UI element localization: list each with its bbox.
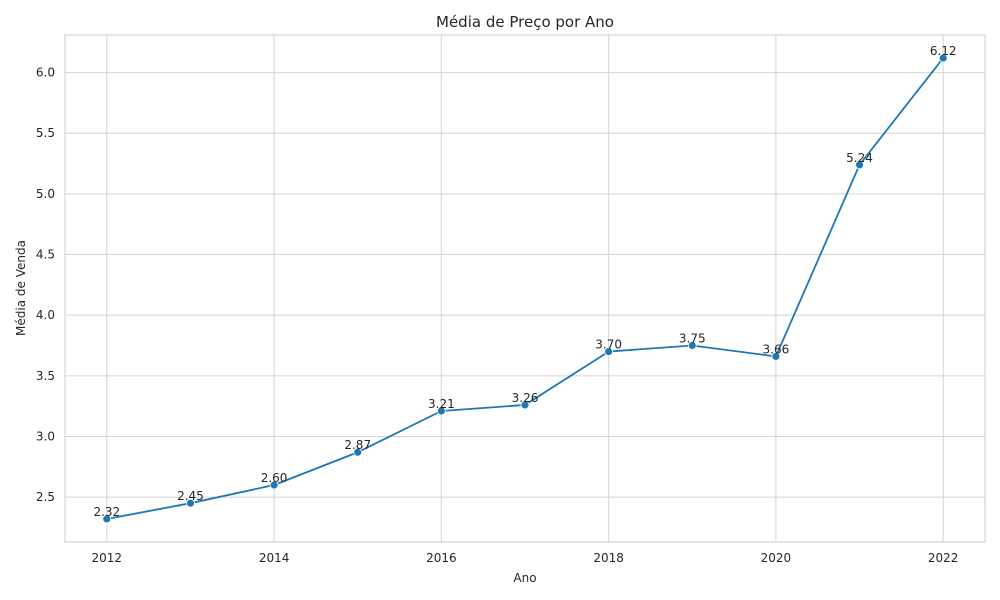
- x-tick-label: 2014: [259, 551, 290, 565]
- data-label: 2.60: [261, 471, 288, 485]
- data-label: 3.75: [679, 332, 706, 346]
- series-layer: [102, 53, 948, 524]
- data-label: 3.66: [763, 342, 790, 356]
- data-point: [938, 53, 948, 63]
- data-point: [687, 341, 697, 350]
- y-tick-label: 3.0: [36, 429, 55, 443]
- data-label: 6.12: [930, 44, 957, 58]
- x-tick-label: 2012: [92, 551, 123, 565]
- data-point: [604, 347, 614, 356]
- x-tick-label: 2020: [761, 551, 792, 565]
- y-tick-label: 6.0: [36, 66, 55, 80]
- data-label: 2.32: [93, 505, 120, 519]
- y-tick-label: 5.5: [36, 126, 55, 140]
- series-line: [106, 57, 944, 520]
- x-tick-label: 2022: [928, 551, 959, 565]
- data-label: 2.45: [177, 489, 204, 503]
- y-tick-label: 4.5: [36, 248, 55, 262]
- x-tick-label: 2016: [426, 551, 457, 565]
- data-label: 3.26: [512, 391, 539, 405]
- y-tick-label: 3.5: [36, 369, 55, 383]
- y-ticks: 2.5 3.0 3.5 4.0 4.5 5.0 5.5 6.0: [36, 66, 55, 505]
- data-point: [186, 498, 195, 508]
- y-tick-label: 4.0: [36, 308, 55, 322]
- grid-lines: [65, 35, 985, 542]
- x-axis-label: Ano: [513, 571, 536, 585]
- y-tick-label: 2.5: [36, 490, 55, 504]
- data-label: 3.21: [428, 397, 455, 411]
- data-point: [102, 514, 112, 524]
- data-labels: 2.32 2.45 2.60 2.87 3.21 3.26 3.70 3.75 3.66 5.24…: [93, 44, 956, 519]
- data-label: 3.70: [595, 338, 622, 352]
- data-point: [771, 352, 781, 361]
- data-label: 5.24: [846, 151, 873, 165]
- y-tick-label: 5.0: [36, 187, 55, 201]
- chart-title: Média de Preço por Ano: [436, 13, 614, 31]
- data-point: [269, 480, 279, 490]
- data-label: 2.87: [344, 438, 371, 452]
- data-point: [353, 447, 363, 457]
- data-point: [520, 400, 530, 410]
- y-axis-label: Média de Venda: [14, 240, 28, 336]
- data-point: [436, 406, 446, 416]
- data-point: [855, 160, 864, 170]
- x-tick-label: 2018: [593, 551, 624, 565]
- x-ticks: 2012 2014 2016 2018 2020 2022: [92, 551, 959, 565]
- plot-frame: [64, 34, 986, 543]
